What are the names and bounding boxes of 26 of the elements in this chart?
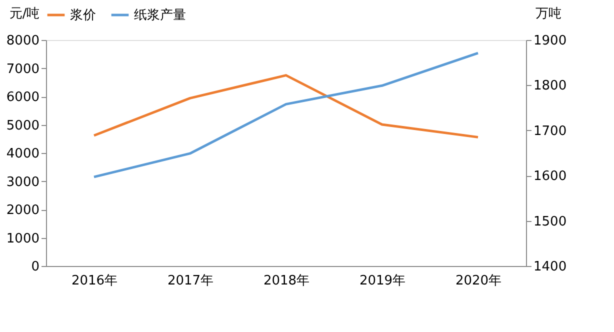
y2-axis-title: 万吨 <box>536 6 562 22</box>
y2-tick-label: 1600 <box>534 169 567 184</box>
y2-tick-label: 1800 <box>534 78 567 94</box>
y2-tick-label: 1500 <box>534 214 567 230</box>
y2-tick-label: 1400 <box>534 260 567 274</box>
line-series <box>92 74 480 138</box>
y-tick-label: 4000 <box>6 146 40 162</box>
legend-label: 纸浆产量 <box>134 8 186 23</box>
line-series <box>92 52 480 178</box>
x-tick-label: 2020年 <box>455 274 502 288</box>
y2-tick-label: 1900 <box>534 34 567 48</box>
x-tick-label: 2019年 <box>359 274 406 288</box>
y-tick-label: 0 <box>31 260 40 274</box>
y-tick-label: 2000 <box>6 203 40 218</box>
y-tick-label: 5000 <box>6 118 40 134</box>
y-tick-label: 8000 <box>6 34 40 48</box>
y-tick-label: 6000 <box>6 90 40 105</box>
y-tick-label: 3000 <box>6 174 40 190</box>
x-tick-label: 2016年 <box>71 274 118 288</box>
x-tick-label: 2018年 <box>263 274 310 288</box>
y-axis-title: 元/吨 <box>9 6 40 22</box>
x-tick-label: 2017年 <box>167 274 214 288</box>
y2-tick-label: 1700 <box>534 124 567 139</box>
y-tick-label: 1000 <box>6 231 40 246</box>
y-tick-label: 7000 <box>6 62 40 77</box>
legend-label: 浆价 <box>70 8 96 23</box>
